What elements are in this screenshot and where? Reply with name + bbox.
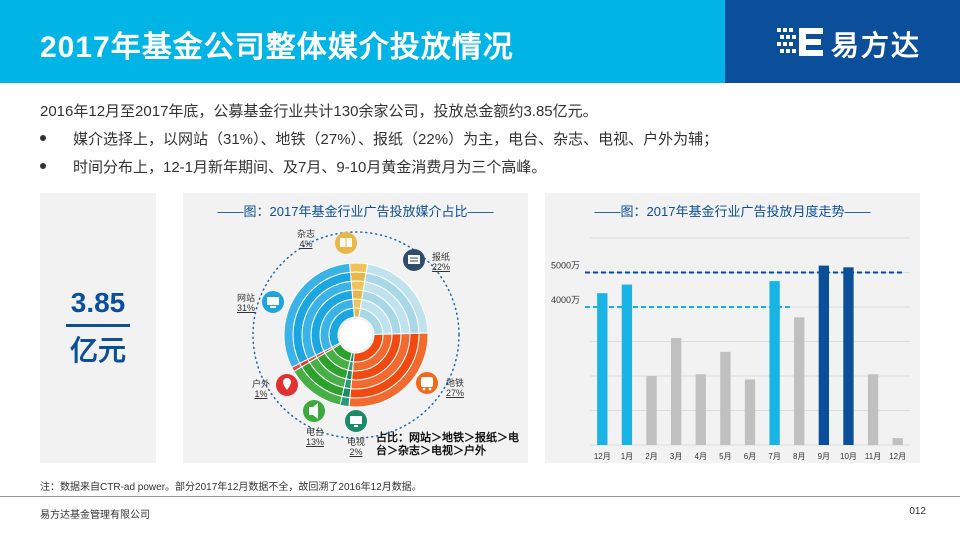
logo: 易方达 xyxy=(725,0,960,83)
bar-6月 xyxy=(744,379,756,445)
media-share-panel: ——图：2017年基金行业广告投放媒介占比—— xyxy=(183,193,528,463)
label-newspaper: 报纸 22% xyxy=(431,252,450,272)
bullet-text: 媒介选择上，以网站（31%）、地铁（27%）、报纸（22%）为主，电台、杂志、电… xyxy=(73,131,719,148)
reference-line-label: 4000万 xyxy=(551,295,580,305)
bar-3月 xyxy=(670,338,682,445)
media-share-title: ——图：2017年基金行业广告投放媒介占比—— xyxy=(217,204,494,219)
label-outdoor: 户外 1% xyxy=(251,379,270,399)
page-number: 012 xyxy=(909,506,926,517)
x-tick-label: 11月 xyxy=(865,452,881,461)
monthly-trend-title: ——图：2017年基金行业广告投放月度走势—— xyxy=(594,204,871,219)
donut-segment xyxy=(350,280,366,292)
x-tick-label: 5月 xyxy=(719,452,731,461)
donut-segment xyxy=(348,262,369,274)
bar-10月 xyxy=(843,267,854,445)
label-tv: 电视 2% xyxy=(346,437,365,457)
reference-line-label: 5000万 xyxy=(551,261,580,271)
label-magazine: 杂志 4% xyxy=(296,229,315,249)
bar-12月 xyxy=(597,293,608,445)
footer-divider xyxy=(0,496,960,497)
bar-5月 xyxy=(720,351,731,445)
logo-text: 易方达 xyxy=(831,30,922,61)
radio-icon xyxy=(303,400,325,422)
media-share-chart xyxy=(252,231,460,439)
x-tick-label: 12月 xyxy=(594,452,611,461)
bar-11月 xyxy=(867,374,879,445)
x-tick-label: 12月 xyxy=(889,452,906,461)
bar-12月 xyxy=(892,438,903,445)
computer-icon xyxy=(262,291,284,313)
bullet-text: 时间分布上，12-1月新年期间、及7月、9-10月黄金消费月为三个高峰。 xyxy=(73,159,547,176)
bar-4月 xyxy=(695,374,706,445)
tv-icon xyxy=(345,410,367,432)
location-pin-icon xyxy=(276,374,298,396)
x-tick-label: 8月 xyxy=(793,452,805,461)
header-bar: 2017年基金公司整体媒介投放情况 易方达 xyxy=(0,0,960,83)
outer-dotted-ring xyxy=(252,231,460,439)
donut-segment xyxy=(283,262,351,369)
logo-mark-icon xyxy=(777,28,823,56)
bar-8月 xyxy=(794,317,805,445)
source-note: 注：数据来自CTR-ad power。部分2017年12月数据不全，故回溯了20… xyxy=(40,482,422,493)
donut-hole xyxy=(340,319,372,351)
page-title: 2017年基金公司整体媒介投放情况 xyxy=(40,31,514,64)
x-tick-label: 10月 xyxy=(840,452,857,461)
donut-segment xyxy=(349,271,367,283)
x-tick-label: 2月 xyxy=(645,452,657,461)
subway-icon xyxy=(416,372,438,394)
media-share-summary: 占比：网站＞地铁＞报纸＞电台＞杂志＞电视＞户外 xyxy=(376,432,519,457)
book-icon xyxy=(335,232,357,254)
bar-1月 xyxy=(621,284,633,445)
monthly-trend-panel: ——图：2017年基金行业广告投放月度走势—— 12月 1月 2月 3月 4月 5月 6月 7… xyxy=(545,193,920,463)
x-tick-label: 9月 xyxy=(818,452,830,461)
x-tick-label: 3月 xyxy=(670,452,682,461)
x-tick-label: 4月 xyxy=(695,452,707,461)
newspaper-icon xyxy=(403,249,425,271)
footer-company: 易方达基金管理有限公司 xyxy=(40,510,150,521)
intro-text: 2016年12月至2017年底，公募基金行业共计130余家公司，投放总金额约3.… xyxy=(40,103,598,120)
label-website: 网站 31% xyxy=(236,293,255,313)
x-tick-label: 1月 xyxy=(621,452,633,461)
total-divider xyxy=(66,324,130,327)
x-tick-label: 7月 xyxy=(768,452,780,461)
bar-9月 xyxy=(818,265,830,445)
total-value: 3.85 xyxy=(70,287,126,318)
x-tick-label: 6月 xyxy=(744,452,756,461)
bar-7月 xyxy=(769,281,780,445)
bullet-dot-icon xyxy=(40,163,46,169)
bullet-dot-icon xyxy=(40,135,46,141)
bar-2月 xyxy=(646,376,657,445)
label-radio: 电台 13% xyxy=(305,427,324,447)
total-panel: 3.85 亿元 xyxy=(40,193,156,463)
total-unit: 亿元 xyxy=(69,335,126,366)
monthly-trend-chart: 12月 1月 2月 3月 4月 5月 6月 7月 8月 9月 10月 11月 12月 5000万 4000万 xyxy=(551,237,910,461)
label-subway: 地铁 27% xyxy=(445,378,464,398)
